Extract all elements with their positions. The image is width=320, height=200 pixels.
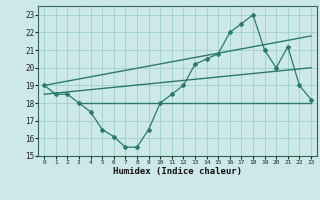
X-axis label: Humidex (Indice chaleur): Humidex (Indice chaleur) bbox=[113, 167, 242, 176]
